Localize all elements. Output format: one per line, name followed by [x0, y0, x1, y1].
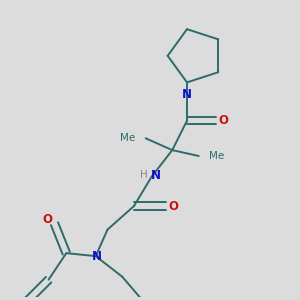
- Text: H: H: [140, 170, 148, 180]
- Text: Me: Me: [209, 151, 224, 161]
- Text: O: O: [219, 114, 229, 127]
- Text: Me: Me: [120, 133, 136, 143]
- Text: O: O: [42, 213, 52, 226]
- Text: O: O: [169, 200, 179, 212]
- Text: N: N: [182, 88, 192, 101]
- Text: N: N: [92, 250, 102, 262]
- Text: N: N: [151, 169, 161, 182]
